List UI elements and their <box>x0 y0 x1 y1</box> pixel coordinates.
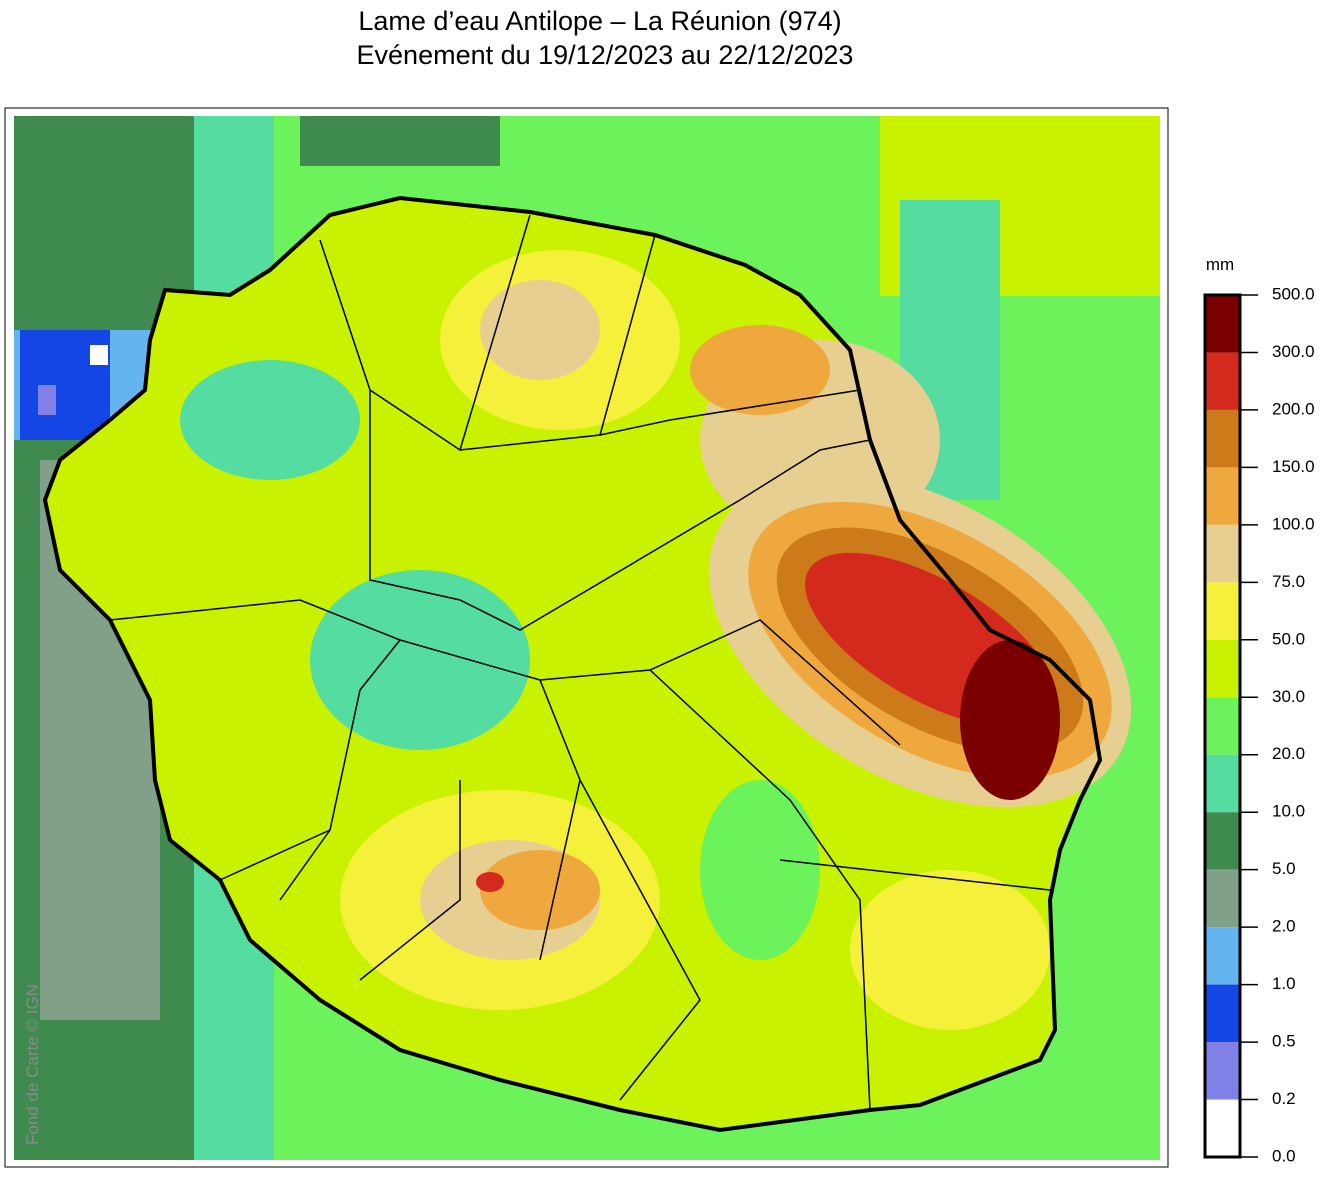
legend-label: 50.0 <box>1272 629 1305 648</box>
legend-swatch <box>1205 1099 1240 1157</box>
legend-label: 1.0 <box>1272 974 1296 993</box>
field <box>960 640 1060 800</box>
field <box>310 570 530 750</box>
legend-swatch <box>1205 409 1240 468</box>
legend-label: 200.0 <box>1272 399 1315 418</box>
rain-map <box>14 116 1160 1160</box>
legend-frame <box>1203 293 1242 1159</box>
field <box>180 360 360 480</box>
legend-swatch <box>1205 812 1240 870</box>
legend-label: 300.0 <box>1272 342 1315 361</box>
legend-swatch <box>1205 697 1240 755</box>
title: Lame d’eau Antilope – La Réunion (974) <box>358 6 841 36</box>
field <box>480 850 600 930</box>
legend-label: 2.0 <box>1272 917 1296 936</box>
legend: 500.0 300.0 200.0 150.0 100.0 75.0 50.0 30.0 20.… <box>1203 284 1315 1165</box>
field <box>38 385 56 415</box>
legend-label: 500.0 <box>1272 284 1315 303</box>
field <box>90 345 108 365</box>
legend-label: 150.0 <box>1272 457 1315 476</box>
legend-swatch <box>1205 984 1240 1043</box>
legend-label: 10.0 <box>1272 802 1305 821</box>
legend-swatch <box>1205 927 1240 985</box>
legend-label: 75.0 <box>1272 572 1305 591</box>
legend-label: 0.0 <box>1272 1146 1296 1165</box>
legend-swatch <box>1205 754 1240 813</box>
legend-swatch <box>1205 524 1240 583</box>
legend-swatch <box>1205 1042 1240 1100</box>
island-outline <box>42 195 1103 1133</box>
legend-swatch <box>1205 869 1240 928</box>
legend-label: 0.2 <box>1272 1089 1296 1108</box>
field <box>850 870 1050 1030</box>
legend-label: 100.0 <box>1272 514 1315 533</box>
legend-unit: mm <box>1206 255 1234 274</box>
field <box>476 872 504 892</box>
field <box>690 325 830 415</box>
field <box>480 280 600 380</box>
legend-swatch <box>1205 582 1240 640</box>
field <box>300 116 500 166</box>
legend-label: 30.0 <box>1272 687 1305 706</box>
field <box>700 780 820 960</box>
boundaries <box>42 195 1103 1133</box>
legend-swatch <box>1205 295 1240 353</box>
legend-label: 5.0 <box>1272 859 1296 878</box>
legend-label: 0.5 <box>1272 1032 1296 1051</box>
map-frame <box>4 107 1169 1168</box>
legend-label: 20.0 <box>1272 744 1305 763</box>
legend-swatch <box>1205 639 1240 698</box>
subtitle: Evénement du 19/12/2023 au 22/12/2023 <box>357 40 854 70</box>
legend-swatch <box>1205 467 1240 525</box>
attribution: Fond de Carte © IGN <box>23 984 42 1145</box>
legend-swatch <box>1205 352 1240 410</box>
commune-lines <box>109 214 1051 1111</box>
